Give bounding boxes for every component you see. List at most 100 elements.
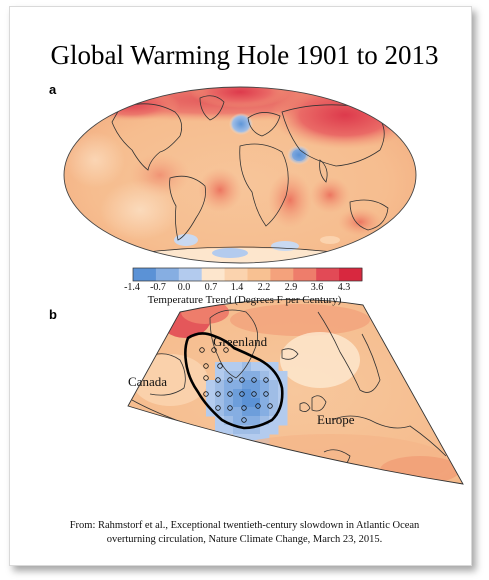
colorbar-tick: 0.0 [177,282,191,293]
warming-hole-cell [216,443,226,453]
significance-dot [255,403,261,409]
colorbar-segment [316,268,340,281]
label-europe: Europe [317,412,355,427]
warming-hole-cell [215,425,225,435]
warming-hole-cell [224,362,234,372]
panel-label-a: a [49,82,57,97]
warming-hole-cell [278,416,288,426]
warming-hole-cell [242,407,252,417]
warming-hole-cell [206,398,216,408]
warming-hole-cell [269,362,279,372]
warming-hole-cell [269,425,279,435]
warming-hole-cell [242,434,252,444]
significance-dot [267,403,273,409]
warming-hole-cell [260,425,270,435]
warming-hole-cell [278,407,288,417]
significance-dot [251,377,257,383]
warming-hole-cell [215,389,225,399]
colorbar-segment [201,268,226,281]
north-atlantic-map: Greenland Canada Europe [127,298,464,485]
warming-hole-cell [215,407,225,417]
significance-dot [227,377,233,383]
colorbar-tick: 3.6 [310,282,324,293]
warming-hole-cell [233,371,243,381]
warming-hole-cell [251,398,261,408]
warming-hole-cell [224,398,234,408]
panel-label-b: b [49,307,57,322]
colorbar-segment [178,268,203,281]
significance-dot [217,363,223,369]
significance-dot [215,377,221,383]
warming-hole-cell [260,380,270,390]
warming-hole-cell [242,416,252,426]
colorbar-tick: 4.3 [337,282,351,293]
warming-hole-cell [251,380,261,390]
warming-hole-cell [233,380,243,390]
colorbar-tick: -1.4 [124,282,140,293]
warming-hole-cell [269,371,279,381]
significance-dot [203,363,209,369]
warming-hole-cell [260,416,270,426]
warming-hole-cell [260,389,270,399]
warming-hole-cell [206,380,216,390]
global-map [63,86,417,264]
significance-dot [251,391,257,397]
colorbar-segment [270,268,294,281]
warming-hole-cell [224,416,234,426]
warming-hole-cell [215,380,225,390]
warming-hole-cell [269,380,279,390]
warming-hole-cell [215,416,225,426]
warming-hole-cell [251,407,261,417]
significance-dot [215,391,221,397]
warming-hole-cell [224,380,234,390]
significance-dot [203,391,209,397]
warming-hole-cell [251,425,261,435]
significance-dot [227,391,233,397]
warming-hole-cell [224,407,234,417]
warming-hole-cell [242,425,252,435]
colorbar-frame [132,267,363,282]
warming-hole-cell [269,389,279,399]
warming-hole-cell [242,371,252,381]
warming-hole-cell [233,425,243,435]
significance-dot [241,405,247,411]
label-greenland: Greenland [213,334,268,349]
warming-hole-cell [251,389,261,399]
warming-hole-contour [184,332,284,430]
warming-hole-cell [233,416,243,426]
warming-hole-cell [233,389,243,399]
warming-hole-cell [215,398,225,408]
significance-dot [203,375,209,381]
warming-hole-cell [260,398,270,408]
warming-hole-cell [269,398,279,408]
significance-dot [223,347,229,353]
warming-hole-cell [260,371,270,381]
significance-dot [263,377,269,383]
colorbar-segment [293,268,317,281]
colorbar-tick: 2.2 [257,282,271,293]
warming-hole-cell [206,407,216,417]
figure-title: Global Warming Hole 1901 to 2013 [50,40,439,70]
significance-dot [239,391,245,397]
colorbar-segment [247,268,271,281]
warming-hole-cell [260,362,270,372]
warming-hole-cell [251,416,261,426]
warming-hole-cell [251,362,261,372]
warming-hole-cell [233,398,243,408]
colorbar [132,267,363,282]
citation: From: Rahmstorf et al., Exceptional twen… [30,519,459,547]
significance-dot [227,405,233,411]
warming-hole-cell [260,407,270,417]
warming-hole-cell [225,443,235,453]
significance-dot [263,391,269,397]
citation-line-2: overturning circulation, Nature Climate … [106,534,383,545]
warming-hole-cell [234,452,244,462]
warming-hole-cell [206,389,216,399]
colorbar-title: Temperature Trend (Degrees F per Century… [147,294,342,306]
colorbar-segment [339,268,363,281]
warming-hole-cell [251,371,261,381]
warming-hole-cell [224,389,234,399]
warming-hole-cell [278,371,288,381]
